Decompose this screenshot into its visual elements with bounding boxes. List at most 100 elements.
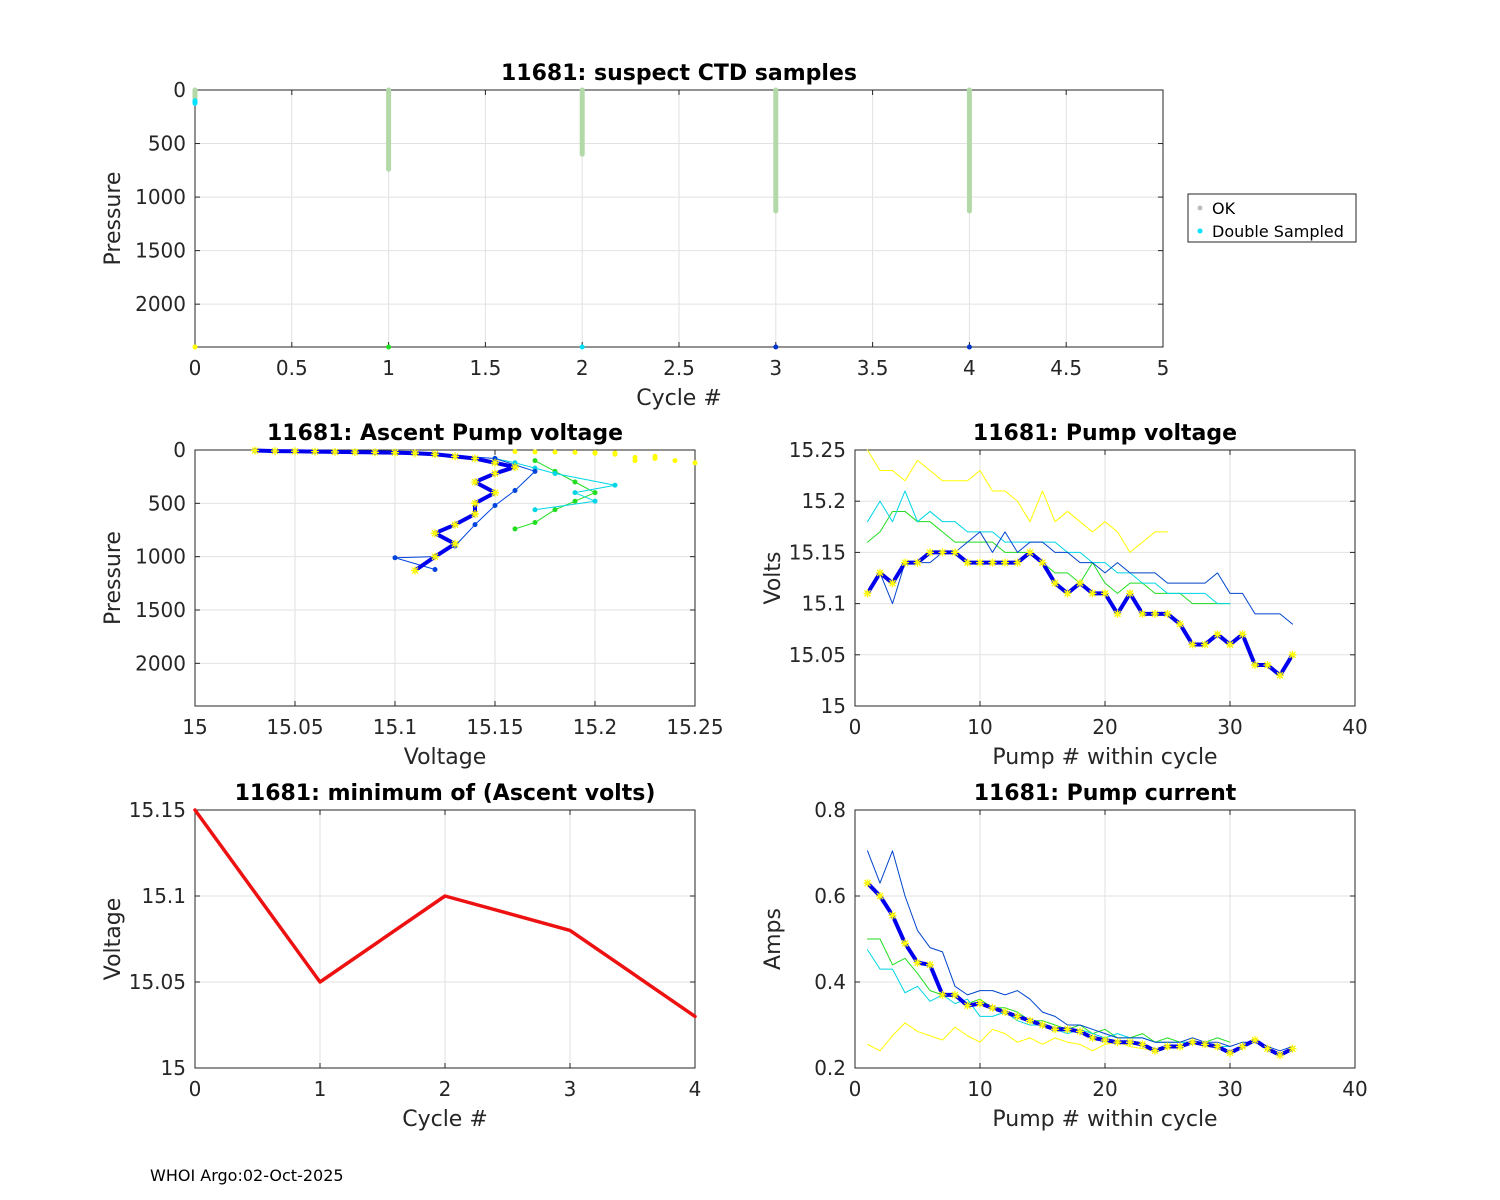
y-tick-label: 15.15 — [789, 540, 846, 564]
series-line-2 — [494, 458, 616, 511]
x-tick-label: 4 — [689, 1077, 702, 1101]
y-tick-label: 0.2 — [814, 1056, 846, 1080]
x-tick-label: 40 — [1342, 715, 1367, 739]
data-point — [926, 548, 934, 557]
data-point — [572, 498, 578, 504]
data-point — [1276, 671, 1284, 680]
data-point — [1101, 589, 1109, 598]
data-point — [876, 892, 884, 900]
y-tick-label: 2000 — [135, 292, 186, 316]
x-tick-label: 4 — [963, 356, 976, 380]
data-point — [1176, 1042, 1184, 1051]
legend-marker-double-sampled — [1197, 228, 1203, 234]
data-point — [1251, 1036, 1259, 1045]
series-line-3 — [867, 850, 1293, 1052]
y-tick-label: 1000 — [135, 545, 186, 569]
x-tick-label: 1.5 — [469, 356, 501, 380]
data-point — [1188, 1038, 1197, 1047]
x-tick-label: 10 — [967, 715, 992, 739]
data-point — [938, 990, 947, 999]
data-point — [1213, 1042, 1222, 1051]
data-point — [1126, 589, 1134, 598]
legend-marker-ok — [1197, 205, 1203, 211]
series-line-2 — [867, 490, 1231, 605]
x-tick-label: 30 — [1217, 1077, 1242, 1101]
x-tick-label: 2.5 — [663, 356, 695, 380]
cycle-marker-4 — [966, 344, 972, 350]
y-tick-label: 15.2 — [801, 489, 846, 513]
legend-box — [1187, 193, 1357, 243]
x-tick-label: 1 — [382, 356, 395, 380]
data-point — [552, 449, 558, 455]
x-axis-label: Voltage — [404, 745, 487, 770]
chart-panel-5: 0 10 20 30 40 0.2 0.4 0.6 0.8 11681: Pump current… — [761, 781, 1368, 1132]
data-point — [451, 539, 459, 548]
data-point — [291, 447, 299, 456]
data-point — [552, 507, 558, 513]
data-point — [1001, 558, 1009, 567]
y-tick-label: 15.1 — [801, 592, 846, 616]
data-point — [572, 479, 578, 485]
double-sampled-point — [192, 100, 198, 106]
data-point — [632, 458, 638, 464]
data-point — [976, 558, 984, 567]
data-point — [1138, 609, 1147, 618]
data-point — [572, 490, 578, 496]
data-point — [491, 488, 499, 497]
data-point — [1088, 1033, 1097, 1042]
data-point — [1263, 1044, 1272, 1053]
data-point — [592, 498, 598, 504]
data-point — [901, 939, 909, 948]
data-point — [1076, 579, 1084, 588]
y-tick-label: 500 — [148, 132, 186, 156]
y-tick-label: 0.8 — [814, 798, 846, 822]
data-point — [431, 552, 439, 561]
y-tick-label: 15.05 — [129, 970, 186, 994]
data-point — [1163, 609, 1172, 618]
x-axis-label: Pump # within cycle — [992, 1107, 1217, 1132]
data-point — [552, 470, 558, 476]
data-point — [1288, 1044, 1297, 1053]
x-tick-label: 0 — [849, 1077, 862, 1101]
y-tick-label: 0 — [173, 438, 186, 462]
data-point — [926, 960, 934, 969]
data-point — [351, 448, 359, 457]
x-tick-label: 30 — [1217, 715, 1242, 739]
cycle-marker-2 — [579, 344, 585, 350]
y-axis-label: Volts — [761, 551, 786, 604]
data-point — [876, 568, 884, 577]
data-point — [672, 458, 678, 464]
y-tick-label: 500 — [148, 491, 186, 515]
data-point — [311, 447, 319, 456]
data-point — [392, 555, 398, 561]
series-line-0 — [867, 449, 1168, 553]
cycle-marker-1 — [386, 344, 392, 350]
data-point — [1163, 1042, 1172, 1051]
data-point — [1101, 1036, 1109, 1045]
data-point — [1076, 1027, 1084, 1036]
data-point — [511, 463, 519, 472]
data-point — [532, 468, 538, 474]
data-point — [963, 558, 972, 567]
data-point — [532, 520, 538, 526]
chart-panel-3: 0 10 20 30 40 15 15.05 15.1 15.15 15.2 15.25 11681:… — [761, 421, 1368, 770]
y-tick-label: 0 — [173, 78, 186, 102]
x-tick-label: 3 — [769, 356, 782, 380]
data-point — [491, 458, 499, 467]
data-point — [1013, 558, 1022, 567]
legend-label-double-sampled: Double Sampled — [1212, 222, 1344, 241]
data-point — [491, 469, 499, 478]
data-point — [492, 456, 498, 462]
y-axis-label: Amps — [761, 908, 786, 970]
x-tick-label: 3.5 — [857, 356, 889, 380]
data-point — [1251, 661, 1259, 670]
series-line-3 — [867, 531, 1293, 625]
data-point — [1001, 1008, 1009, 1017]
data-point — [411, 449, 419, 458]
data-point — [431, 529, 439, 538]
data-point — [451, 452, 459, 461]
x-tick-label: 15.1 — [373, 715, 418, 739]
data-point — [1063, 1025, 1072, 1034]
data-point — [271, 447, 279, 456]
